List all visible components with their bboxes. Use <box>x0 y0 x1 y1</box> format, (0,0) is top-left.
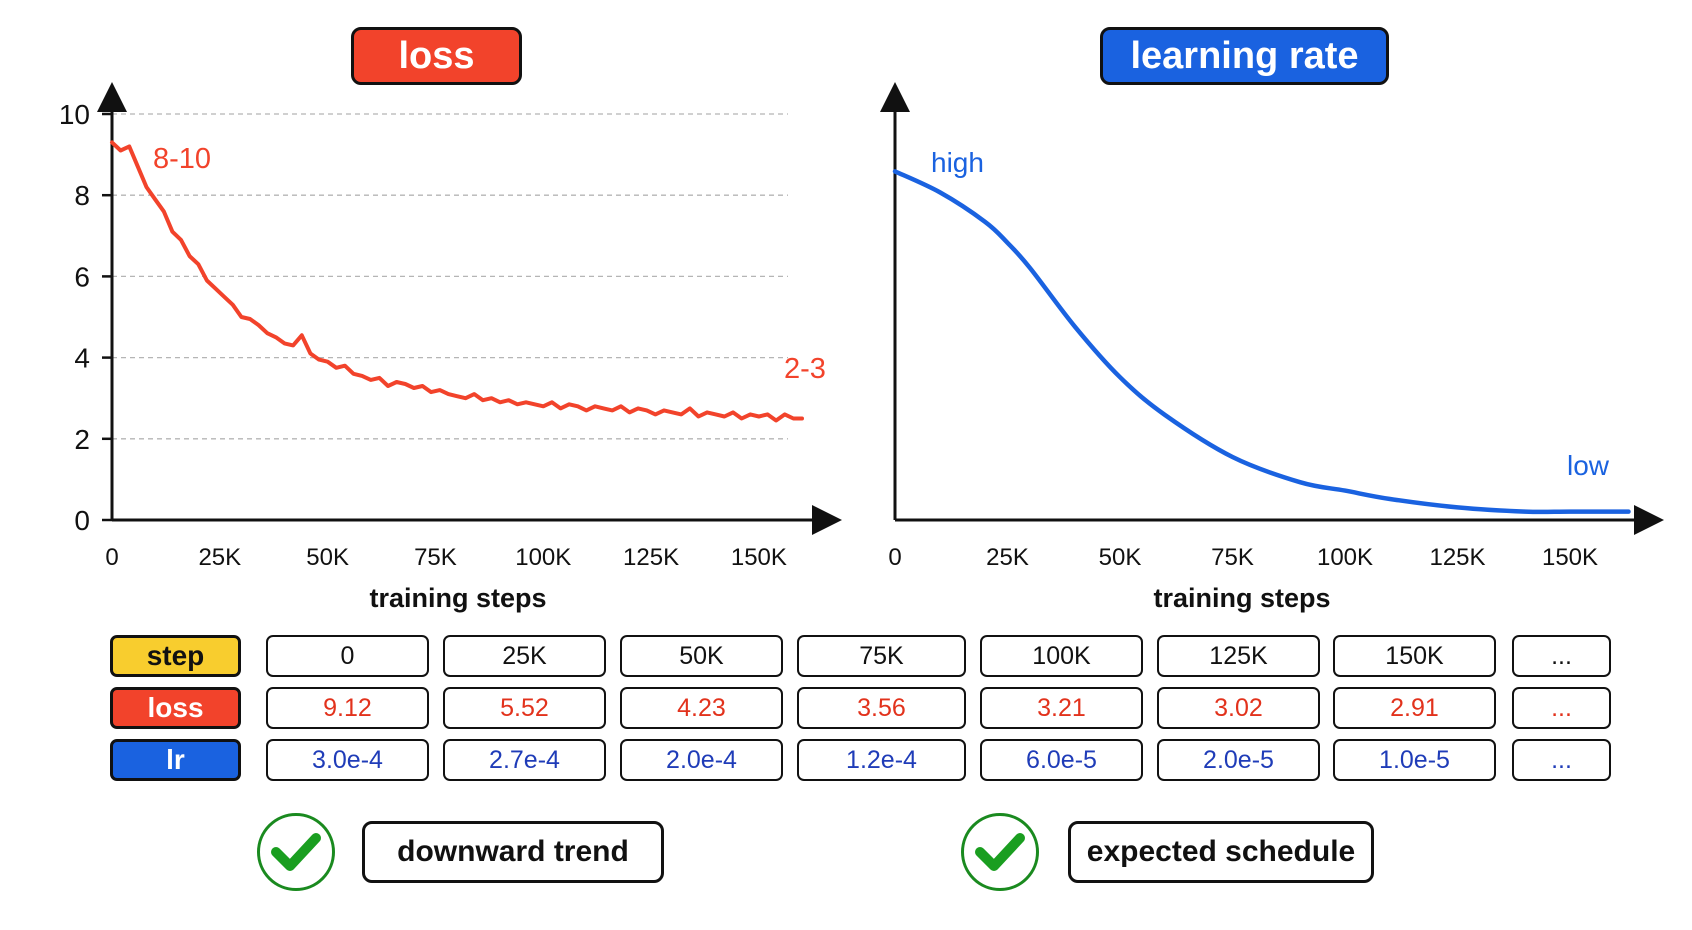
table-cell-loss: 9.12 <box>266 687 429 729</box>
loss-x-tick-label: 75K <box>414 544 457 571</box>
table-cell-lr: 1.2e-4 <box>797 739 966 781</box>
loss-y-tick-label: 0 <box>74 505 90 536</box>
lr-x-tick-label: 25K <box>986 544 1029 571</box>
table-cell-step: ... <box>1512 635 1611 677</box>
table-cell-step: 50K <box>620 635 783 677</box>
loss-x-tick-label: 0 <box>105 544 118 571</box>
loss-x-axis-label: training steps <box>369 583 546 613</box>
lr-x-tick-label: 125K <box>1429 544 1485 571</box>
lr-status-label: expected schedule <box>1068 821 1374 883</box>
loss-x-tick-label: 150K <box>731 544 787 571</box>
table-cell-loss: 5.52 <box>443 687 606 729</box>
table-cell-loss: ... <box>1512 687 1611 729</box>
table-cell-step: 100K <box>980 635 1143 677</box>
table-cell-lr: 3.0e-4 <box>266 739 429 781</box>
lr-annotation-high: high <box>931 147 984 178</box>
lr-x-tick-label: 75K <box>1211 544 1254 571</box>
loss-x-tick-label: 125K <box>623 544 679 571</box>
table-cell-loss: 3.56 <box>797 687 966 729</box>
loss-annotation-end: 2-3 <box>784 353 826 385</box>
lr-series-line <box>892 169 1631 515</box>
loss-series-line <box>110 140 804 423</box>
loss-y-tick-label: 4 <box>74 343 90 374</box>
table-cell-lr: 1.0e-5 <box>1333 739 1496 781</box>
table-cell-step: 75K <box>797 635 966 677</box>
loss-x-tick-label: 25K <box>198 544 241 571</box>
table-cell-loss: 3.02 <box>1157 687 1320 729</box>
loss-annotation-start: 8-10 <box>153 143 211 175</box>
table-cell-loss: 2.91 <box>1333 687 1496 729</box>
lr-x-axis-label: training steps <box>1153 583 1330 613</box>
lr-x-tick-label: 50K <box>1099 544 1142 571</box>
loss-y-tick-label: 2 <box>74 424 90 455</box>
table-cell-step: 0 <box>266 635 429 677</box>
table-cell-lr: ... <box>1512 739 1611 781</box>
loss-x-tick-label: 50K <box>306 544 349 571</box>
lr-chart: 0 25K 50K 75K 100K 125K 150K training steps high… <box>880 82 1664 613</box>
table-cell-lr: 2.7e-4 <box>443 739 606 781</box>
loss-chart-title: loss <box>351 27 522 85</box>
table-cell-lr: 2.0e-5 <box>1157 739 1320 781</box>
lr-check-icon <box>961 813 1039 891</box>
lr-chart-title: learning rate <box>1100 27 1389 85</box>
table-cell-lr: 2.0e-4 <box>620 739 783 781</box>
table-header-loss: loss <box>110 687 241 729</box>
loss-check-icon <box>257 813 335 891</box>
lr-x-tick-label: 100K <box>1317 544 1373 571</box>
table-cell-step: 25K <box>443 635 606 677</box>
lr-x-tick-label: 150K <box>1542 544 1598 571</box>
lr-x-tick-label: 0 <box>888 544 901 571</box>
loss-x-tick-label: 100K <box>515 544 571 571</box>
table-cell-step: 125K <box>1157 635 1320 677</box>
loss-y-tick-label: 8 <box>74 180 90 211</box>
loss-y-tick-label: 10 <box>59 99 90 130</box>
table-cell-step: 150K <box>1333 635 1496 677</box>
table-cell-loss: 3.21 <box>980 687 1143 729</box>
table-header-step: step <box>110 635 241 677</box>
table-header-lr: lr <box>110 739 241 781</box>
loss-y-tick-label: 6 <box>74 261 90 292</box>
loss-chart: 0 2 4 6 8 10 0 25K 50K 75K 100K 125K 150K training st… <box>59 82 842 613</box>
table-cell-loss: 4.23 <box>620 687 783 729</box>
table-cell-lr: 6.0e-5 <box>980 739 1143 781</box>
lr-annotation-low: low <box>1567 450 1610 481</box>
charts-canvas: 0 2 4 6 8 10 0 25K 50K 75K 100K 125K 150K training st… <box>59 82 1664 613</box>
loss-status-label: downward trend <box>362 821 664 883</box>
